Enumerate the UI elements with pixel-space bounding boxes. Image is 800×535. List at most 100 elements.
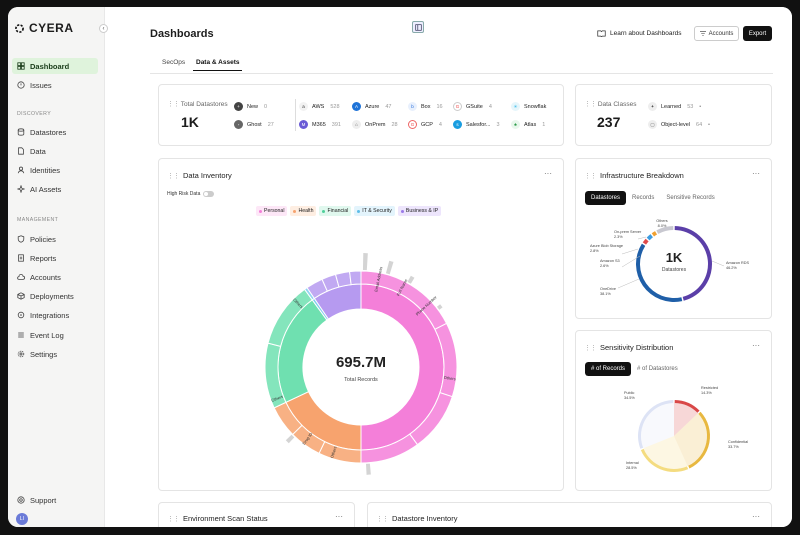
datastore-chip-m365[interactable]: M M365 391 [299,120,341,129]
sensitivity-slice-rim[interactable] [638,400,674,449]
legend-item-business-ip[interactable]: Business & IP [397,206,442,216]
sidebar-item-settings[interactable]: Settings [12,346,98,362]
infra-donut-segment[interactable] [636,243,683,302]
drag-handle-icon[interactable]: ⋮⋮ [584,172,597,180]
infra-donut-segment[interactable] [642,238,649,245]
file-icon [18,147,24,155]
datastore-chip-aws[interactable]: a AWS 528 [299,102,340,111]
layout-toggle-button[interactable] [412,21,424,33]
legend-item-it-security[interactable]: IT & Security [354,206,395,216]
sensitivity-slice-rim[interactable] [640,448,689,472]
data-class-object-level[interactable]: ▢ Object-level 64 ▪ [648,120,710,129]
more-options-icon[interactable]: ··· [335,512,343,521]
more-options-icon[interactable]: ··· [752,169,760,178]
sidebar-item-label: Reports [30,253,57,263]
tab-secops[interactable]: SecOps [162,59,186,66]
sunburst-outer-segment[interactable] [349,270,362,286]
sensitivity-segmented-control: # of Records # of Datastores [585,362,684,376]
infra-donut-segment[interactable] [674,226,712,301]
legend-item-health[interactable]: Health [290,206,317,216]
sidebar-item-issues[interactable]: Issues [12,77,98,93]
infra-segmented-control: Datastores Records Sensitive Records [585,191,721,205]
more-options-icon[interactable]: ··· [752,512,760,521]
gcp-icon: G [408,120,417,129]
legend-item-financial[interactable]: Financial [319,206,352,216]
tab-records[interactable]: Records [632,195,655,201]
datastore-chip-gsuite[interactable]: G GSuite 4 [453,102,492,111]
high-risk-spike [407,275,415,284]
sidebar-item-data[interactable]: Data [12,143,98,159]
database-icon [17,128,25,136]
tab-datastores[interactable]: Datastores [585,191,627,205]
total-datastores-value: 1K [181,114,199,130]
collapse-sidebar-button[interactable]: ‹ [99,24,108,33]
sidebar-item-identities[interactable]: Identities [12,162,98,178]
sensitivity-slice-fill[interactable] [641,403,674,449]
drag-handle-icon[interactable]: ⋮⋮ [167,172,180,180]
sidebar-item-support[interactable]: Support [12,492,98,508]
legend-item-personal[interactable]: Personal [256,206,288,216]
datastore-chip-snowflake[interactable]: ✳ Snowflak [511,102,552,111]
drag-handle-icon[interactable]: ⋮⋮ [376,515,389,523]
sidebar-item-label: Identities [30,165,61,175]
sunburst-outer-segment[interactable] [334,271,352,288]
sidebar-item-label: Datastores [30,127,67,137]
high-risk-spike [285,434,295,444]
datastore-chip-box[interactable]: b Box 16 [408,102,443,111]
drag-handle-icon[interactable]: ⋮⋮ [584,344,597,352]
datastore-chip-onprem[interactable]: ⌂ OnPrem 28 [352,120,398,129]
sidebar-item-integrations[interactable]: Integrations [12,307,98,323]
card-title: ⋮⋮ Data Inventory [167,171,232,180]
drag-handle-icon[interactable]: ⋮⋮ [167,515,180,523]
info-icon: ▪ [708,121,711,128]
datastore-chip-new[interactable]: + New 0 [234,102,267,111]
learn-about-dashboards-link[interactable]: Learn about Dashboards [597,30,682,37]
sunburst-segment-label: Email Address [373,266,383,292]
sidebar-item-label: AI Assets [30,184,62,194]
alert-circle-icon [17,81,25,89]
logo: CYERA [14,21,74,35]
infra-donut-segment[interactable] [646,234,653,241]
datastore-chip-gcp[interactable]: G GCP 4 [408,120,442,129]
sensitivity-slice-fill[interactable] [643,436,688,469]
datastore-chip-salesforce[interactable]: s Salesfor... 3 [453,120,500,129]
sidebar-item-event-log[interactable]: Event Log [12,327,98,343]
sidebar-item-dashboard[interactable]: Dashboard [12,58,98,74]
high-risk-toggle[interactable] [203,191,215,197]
sidebar-item-deployments[interactable]: Deployments [12,288,98,304]
sensitivity-slice-fill[interactable] [674,403,698,436]
sidebar-item-reports[interactable]: Reports [12,250,98,266]
sensitivity-slice-fill[interactable] [674,413,707,467]
datastore-chip-azure[interactable]: A Azure 47 [352,102,392,111]
infra-label: Amazon S3 [600,259,620,263]
more-options-icon[interactable]: ··· [752,341,760,350]
data-class-learned[interactable]: ✦ Learned 53 ▪ [648,102,701,111]
tab-records-count[interactable]: # of Records [585,362,632,376]
object-icon: ▢ [648,120,657,129]
infra-label: Others [656,219,667,223]
toggle-label: High Risk Data [167,191,201,197]
tab-sensitive-records[interactable]: Sensitive Records [666,195,715,201]
infra-label: Amazon RDS [726,261,749,265]
more-options-icon[interactable]: ··· [544,169,552,178]
sensitivity-slice-rim[interactable] [688,411,710,469]
tab-data-assets[interactable]: Data & Assets [193,59,243,71]
accounts-filter-button[interactable]: Accounts [694,26,739,41]
infra-donut-segment[interactable] [656,226,674,234]
datastore-chip-ghost[interactable]: ◦ Ghost 27 [234,120,274,129]
sidebar-item-policies[interactable]: Policies [12,231,98,247]
sidebar-item-accounts[interactable]: Accounts [12,269,98,285]
avatar[interactable]: LI [16,513,28,525]
tab-datastores-count[interactable]: # of Datastores [637,366,678,372]
sensitivity-label: Internal [626,461,639,465]
sidebar-item-ai-assets[interactable]: AI Assets [12,181,98,197]
divider [295,99,296,131]
sidebar-item-datastores[interactable]: Datastores [12,124,98,140]
export-button[interactable]: Export [743,26,772,41]
datastore-chip-atlas[interactable]: ♣ Atlas 1 [511,120,545,129]
infra-donut-segment[interactable] [651,231,658,237]
learn-link-label: Learn about Dashboards [610,30,682,37]
sidebar-item-label: Integrations [30,310,70,320]
sensitivity-slice-rim[interactable] [674,400,700,413]
